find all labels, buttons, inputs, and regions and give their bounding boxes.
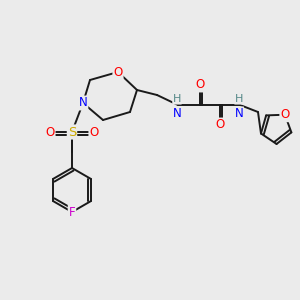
Text: O: O xyxy=(280,108,289,121)
Text: H: H xyxy=(173,94,181,104)
Text: N: N xyxy=(172,107,182,120)
Text: N: N xyxy=(235,107,243,120)
Text: O: O xyxy=(89,125,99,139)
Text: O: O xyxy=(195,79,205,92)
Text: F: F xyxy=(69,206,75,218)
Text: O: O xyxy=(113,65,123,79)
Text: H: H xyxy=(235,94,243,104)
Text: S: S xyxy=(68,125,76,139)
Text: O: O xyxy=(45,125,55,139)
Text: N: N xyxy=(79,97,87,110)
Text: O: O xyxy=(215,118,225,131)
